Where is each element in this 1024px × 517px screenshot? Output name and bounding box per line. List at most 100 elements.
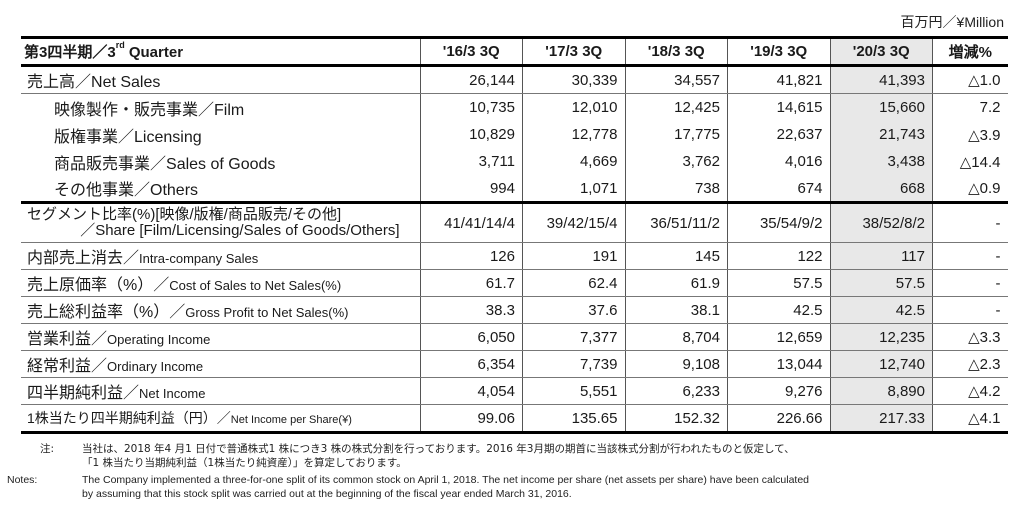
cell: 38.3 (419, 296, 523, 324)
cell: 38.1 (624, 296, 728, 324)
cell: 42.5 (727, 296, 830, 324)
table-row-intra-company-sales: 内部売上消去／Intra-company Sales 126 191 145 1… (21, 242, 1008, 270)
note-en-key: Notes: (7, 474, 38, 486)
cell: 37.6 (522, 296, 625, 324)
cell: 226.66 (727, 404, 830, 434)
cell: 9,108 (624, 350, 728, 378)
cell: 42.5 (829, 296, 933, 324)
cell: 217.33 (829, 404, 933, 434)
row-label: 経常利益／Ordinary Income (21, 350, 420, 378)
cell-change: △3.3 (932, 323, 1008, 351)
row-label: セグメント比率(%)[映像/版権/商品販売/その他] ／Share [Film/… (21, 202, 420, 243)
cell: 738 (624, 175, 728, 204)
row-label: 映像製作・販売事業／Film (54, 101, 245, 119)
row-label: その他事業／Others (21, 175, 420, 204)
cell: 8,704 (624, 323, 728, 351)
cell: 5,551 (522, 377, 625, 405)
cell: 135.65 (522, 404, 625, 434)
cell: 1,071 (522, 175, 625, 204)
table-row-others: その他事業／Others 994 1,071 738 674 668 △0.9 (21, 175, 1008, 204)
note-en-line2: by assuming that this stock split was ca… (82, 488, 572, 500)
cell: 12,659 (727, 323, 830, 351)
cell: 7,739 (522, 350, 625, 378)
row-label: 売上総利益率（%）／Gross Profit to Net Sales(%) (21, 296, 420, 324)
cell: 994 (419, 175, 523, 204)
cell: 117 (829, 242, 933, 270)
cell: 7,377 (522, 323, 625, 351)
row-label: 版権事業／Licensing (54, 128, 202, 146)
row-label: 1株当たり四半期純利益（円）／Net Income per Share(¥) (21, 404, 420, 434)
unit-label: 百万円／¥Million (900, 14, 1004, 30)
cell: 668 (829, 175, 933, 204)
cell-change: - (932, 202, 1008, 243)
header-col-20: '20/3 3Q (829, 36, 933, 67)
header-col-17: '17/3 3Q (522, 36, 625, 67)
cell-change: △1.0 (932, 65, 1008, 94)
cell: 14,615 (727, 93, 830, 121)
table-row-operating-income: 営業利益／Operating Income 6,050 7,377 8,704 … (21, 323, 1008, 351)
cell: 35/54/9/2 (727, 202, 830, 243)
cell: 36/51/11/2 (624, 202, 728, 243)
footnotes: 注: 当社は、2018 年4 月1 日付で普通株式1 株につき3 株の株式分割を… (7, 442, 809, 501)
table-row-gross-profit-ratio: 売上総利益率（%）／Gross Profit to Net Sales(%) 3… (21, 296, 1008, 324)
cell: 15,660 (829, 93, 933, 121)
note-jp-line2: 「1 株当たり当期純利益（1株当たり純資産）」を算定しております。 (82, 457, 407, 469)
cell: 12,010 (522, 93, 625, 121)
cell: 674 (727, 175, 830, 204)
cell: 57.5 (727, 269, 830, 297)
cell-change: △4.1 (932, 404, 1008, 434)
cell: 12,740 (829, 350, 933, 378)
cell-change: △4.2 (932, 377, 1008, 405)
cell: 99.06 (419, 404, 523, 434)
cell: 6,354 (419, 350, 523, 378)
table-row-cost-of-sales-ratio: 売上原価率（%）／Cost of Sales to Net Sales(%) 6… (21, 269, 1008, 297)
cell: 39/42/15/4 (522, 202, 625, 243)
cell: 6,050 (419, 323, 523, 351)
table-row-net-income-per-share: 1株当たり四半期純利益（円）／Net Income per Share(¥) 9… (21, 404, 1008, 434)
note-jp: 注: 当社は、2018 年4 月1 日付で普通株式1 株につき3 株の株式分割を… (40, 442, 809, 456)
cell-change: - (932, 269, 1008, 297)
cell: 126 (419, 242, 523, 270)
cell: 62.4 (522, 269, 625, 297)
header-col-18: '18/3 3Q (624, 36, 728, 67)
cell: 122 (727, 242, 830, 270)
cell-change: △3.9 (932, 121, 1008, 148)
cell: 61.9 (624, 269, 728, 297)
cell: 12,778 (522, 121, 625, 148)
table-row-net-income: 四半期純利益／Net Income 4,054 5,551 6,233 9,27… (21, 377, 1008, 405)
header-col-19: '19/3 3Q (727, 36, 830, 67)
cell: 145 (624, 242, 728, 270)
table-row-segment-share: セグメント比率(%)[映像/版権/商品販売/その他] ／Share [Film/… (21, 202, 1008, 243)
cell: 61.7 (419, 269, 523, 297)
row-label: 営業利益／Operating Income (21, 323, 420, 351)
financial-summary-table: 第3四半期／3rd Quarter '16/3 3Q '17/3 3Q '18/… (21, 36, 1008, 434)
cell: 34,557 (624, 65, 728, 94)
cell: 41/41/14/4 (419, 202, 523, 243)
cell-change: 7.2 (932, 93, 1008, 121)
cell: 30,339 (522, 65, 625, 94)
table-row-licensing: 版権事業／Licensing 10,829 12,778 17,775 22,6… (21, 121, 1008, 148)
cell: 4,669 (522, 148, 625, 175)
note-jp-line1: 当社は、2018 年4 月1 日付で普通株式1 株につき3 株の株式分割を行って… (82, 443, 795, 455)
cell: 10,829 (419, 121, 523, 148)
note-jp-key: 注: (40, 443, 55, 455)
cell: 12,235 (829, 323, 933, 351)
cell-change: △0.9 (932, 175, 1008, 204)
cell-change: △14.4 (932, 148, 1008, 175)
table-row-net-sales: 売上高／Net Sales 26,144 30,339 34,557 41,82… (21, 65, 1008, 94)
cell: 3,438 (829, 148, 933, 175)
cell: 8,890 (829, 377, 933, 405)
cell: 4,016 (727, 148, 830, 175)
row-label: 売上高／Net Sales (21, 65, 420, 94)
header-col-change: 増減% (932, 36, 1008, 67)
cell: 3,762 (624, 148, 728, 175)
cell: 12,425 (624, 93, 728, 121)
cell: 38/52/8/2 (829, 202, 933, 243)
cell: 191 (522, 242, 625, 270)
cell: 10,735 (419, 93, 523, 121)
cell-change: - (932, 296, 1008, 324)
cell: 41,821 (727, 65, 830, 94)
cell: 22,637 (727, 121, 830, 148)
cell: 6,233 (624, 377, 728, 405)
cell: 21,743 (829, 121, 933, 148)
